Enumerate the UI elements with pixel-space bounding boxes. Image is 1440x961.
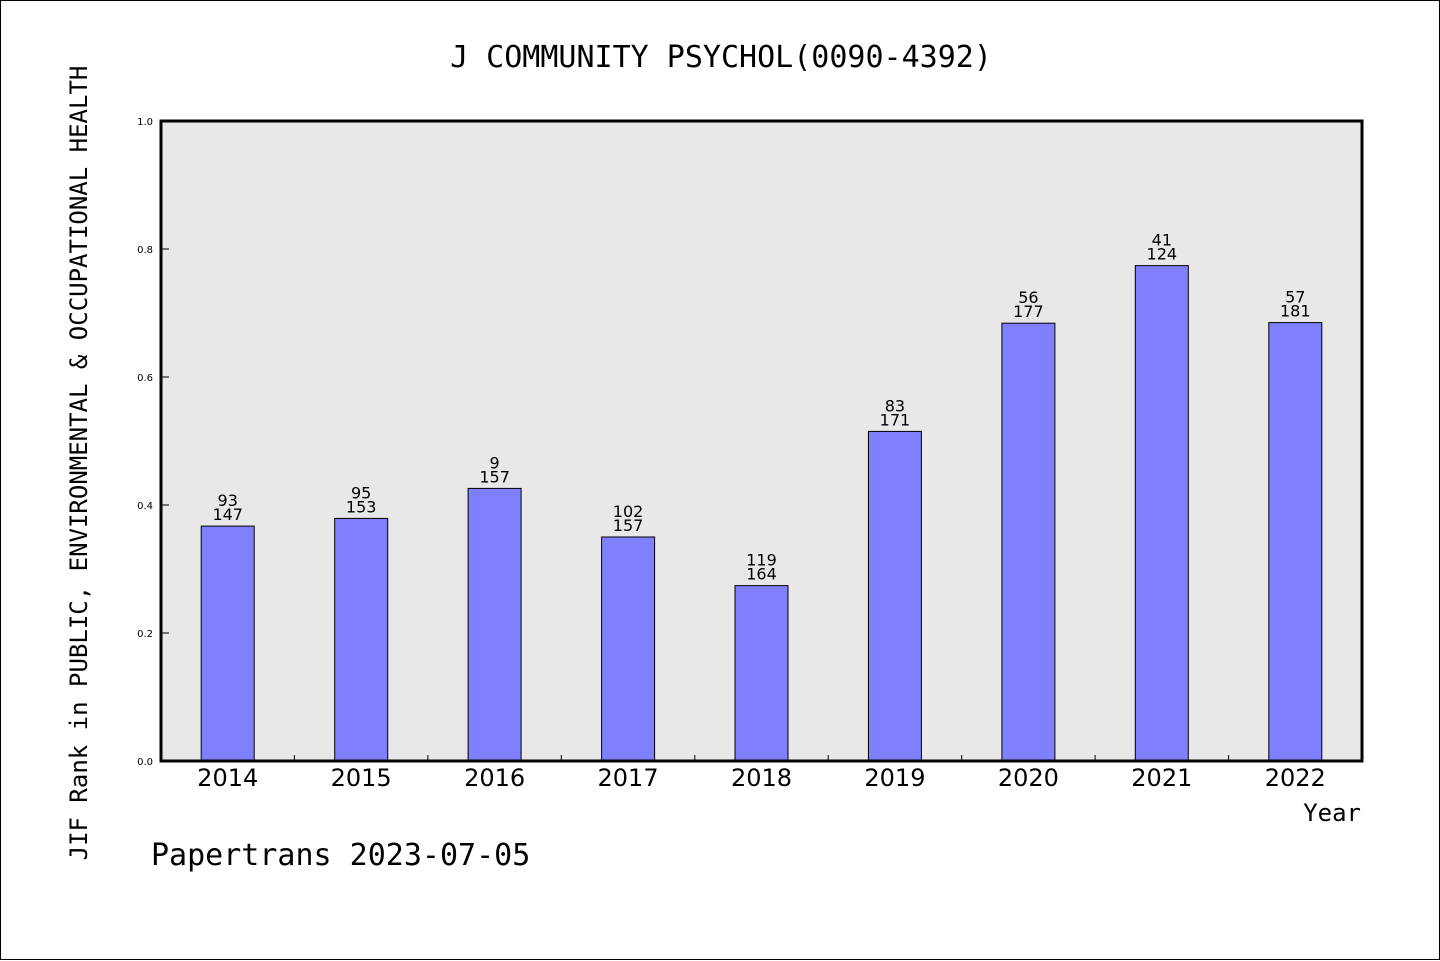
x-tick-label-2014: 2014 <box>197 764 258 792</box>
y-tick-label-3: 0.6 <box>137 373 153 384</box>
ticks-layer: 2014 2015 2016 2017 2018 2019 2020 2021 2022 0.0 0… <box>137 117 1326 792</box>
bar-label-bottom-2022: 181 <box>1280 302 1311 321</box>
x-tick-label-2015: 2015 <box>331 764 392 792</box>
bar-label-bottom-2021: 124 <box>1147 245 1178 264</box>
y-axis-label: JIF Rank in PUBLIC, ENVIRONMENTAL & OCCU… <box>65 66 93 861</box>
bar-2021 <box>1134 265 1189 762</box>
y-tick-label-0: 0.0 <box>137 757 153 768</box>
bar-2015 <box>334 517 389 762</box>
bar-2016 <box>467 487 522 762</box>
x-tick-label-2022: 2022 <box>1265 764 1326 792</box>
y-tick-label-1: 0.2 <box>137 629 153 640</box>
bar-2018 <box>734 585 789 762</box>
x-axis-label: Year <box>1303 799 1361 827</box>
bar-label-top-2022: 57 <box>1285 288 1305 307</box>
bar-label-bottom-2020: 177 <box>1013 302 1044 321</box>
bar-label-top-2018: 119 <box>746 551 777 570</box>
bar-2019 <box>867 430 922 762</box>
bar-2017 <box>601 536 656 762</box>
credit-text: Papertrans 2023-07-05 <box>151 838 530 873</box>
x-tick-label-2017: 2017 <box>598 764 659 792</box>
x-tick-label-2019: 2019 <box>864 764 925 792</box>
bar-2020 <box>1001 322 1056 762</box>
bar-label-top-2015: 95 <box>351 483 371 502</box>
x-tick-label-2020: 2020 <box>998 764 1059 792</box>
bar-label-bottom-2016: 157 <box>479 467 510 486</box>
bar-2022 <box>1268 322 1323 762</box>
y-tick-label-5: 1.0 <box>137 117 153 128</box>
y-tick-label-4: 0.8 <box>137 245 153 256</box>
chart-title: J COMMUNITY PSYCHOL(0090-4392) <box>450 40 992 75</box>
bars-layer: 9314795153915710215711916483171561774112… <box>200 231 1323 762</box>
bar-label-bottom-2018: 164 <box>746 565 777 584</box>
x-tick-label-2021: 2021 <box>1131 764 1192 792</box>
bar-label-top-2016: 9 <box>490 453 500 472</box>
bar-label-top-2014: 93 <box>218 491 238 510</box>
bar-label-bottom-2015: 153 <box>346 497 377 516</box>
bar-label-top-2021: 41 <box>1152 231 1172 250</box>
bar-label-top-2019: 83 <box>885 396 905 415</box>
bar-label-top-2017: 102 <box>613 502 644 521</box>
bar-label-bottom-2014: 147 <box>212 505 243 524</box>
bar-label-bottom-2017: 157 <box>613 516 644 535</box>
bar-2014 <box>200 525 255 762</box>
bar-label-top-2020: 56 <box>1018 288 1038 307</box>
plot-border <box>159 119 1364 763</box>
x-tick-label-2018: 2018 <box>731 764 792 792</box>
bar-label-bottom-2019: 171 <box>880 410 911 429</box>
x-tick-label-2016: 2016 <box>464 764 525 792</box>
y-tick-label-2: 0.4 <box>137 501 153 512</box>
